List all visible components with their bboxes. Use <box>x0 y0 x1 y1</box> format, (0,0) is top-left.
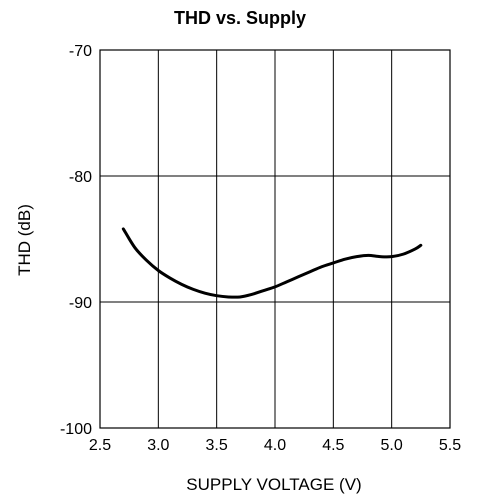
x-tick-label-6: 5.5 <box>439 437 461 454</box>
series-layer <box>121 227 423 299</box>
plot-frame <box>99 49 451 429</box>
x-tick-label-4: 4.5 <box>322 437 344 454</box>
y-tick-label-1: -80 <box>69 169 92 186</box>
x-tick-label-1: 3.0 <box>147 437 169 454</box>
x-tick-label-0: 2.5 <box>89 437 111 454</box>
y-axis-label: THD (dB) <box>15 204 34 276</box>
x-axis-label: SUPPLY VOLTAGE (V) <box>186 475 361 494</box>
x-tick-labels: 2.5 3.0 3.5 4.0 4.5 5.0 5.5 <box>89 437 461 454</box>
y-tick-label-0: -70 <box>69 43 92 60</box>
y-tick-label-2: -90 <box>69 295 92 312</box>
grid <box>100 50 450 428</box>
chart-title: THD vs. Supply <box>174 8 306 28</box>
y-tick-labels: -70 -80 -90 -100 <box>60 43 92 438</box>
series-line-0 <box>121 227 423 299</box>
plot-border <box>99 49 451 429</box>
x-tick-label-5: 5.0 <box>381 437 403 454</box>
x-tick-label-2: 3.5 <box>206 437 228 454</box>
y-tick-label-3: -100 <box>60 421 92 438</box>
x-tick-label-3: 4.0 <box>264 437 286 454</box>
